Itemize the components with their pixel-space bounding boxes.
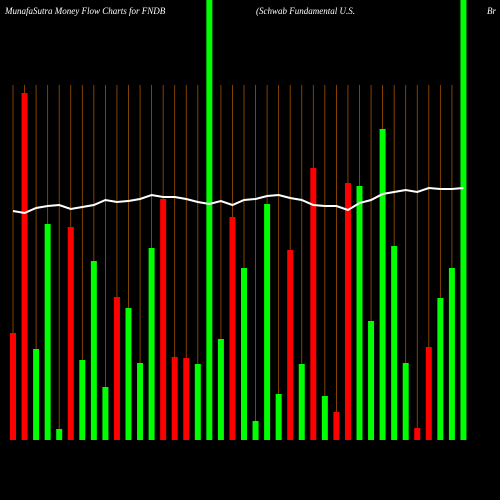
bar — [125, 308, 132, 440]
bar — [217, 339, 224, 440]
chart-title: MunafaSutra Money Flow Charts for FNDB — [4, 6, 166, 16]
bar — [90, 261, 97, 440]
bar — [344, 183, 351, 440]
bar — [113, 297, 120, 440]
chart-title-right: Br — [487, 6, 496, 16]
bar — [333, 412, 340, 440]
bar — [21, 93, 28, 440]
bar — [241, 268, 247, 440]
bar — [171, 357, 178, 440]
bar — [298, 364, 305, 440]
bar — [264, 204, 271, 440]
bar — [368, 321, 375, 440]
bar — [67, 227, 74, 440]
bar — [391, 246, 398, 440]
bar — [183, 358, 190, 440]
bar — [321, 396, 328, 440]
money-flow-line — [12, 186, 464, 215]
bar — [460, 0, 467, 440]
bar — [252, 421, 259, 440]
bar — [310, 168, 317, 440]
bar — [356, 186, 363, 440]
bar — [79, 360, 86, 440]
bar — [10, 333, 16, 440]
bar — [275, 394, 282, 440]
bar — [33, 349, 40, 440]
bar — [102, 387, 109, 440]
bar — [56, 429, 63, 440]
bar — [148, 248, 155, 440]
bar — [402, 363, 409, 440]
chart-subtitle: (Schwab Fundamental U.S. — [256, 6, 355, 16]
bar — [160, 199, 167, 440]
bar — [379, 129, 386, 440]
bar — [437, 298, 444, 440]
bar — [414, 428, 421, 440]
bar — [287, 250, 294, 440]
bar — [44, 224, 51, 440]
bar — [194, 364, 201, 440]
bar — [137, 363, 144, 440]
bar — [229, 217, 236, 440]
bar — [425, 347, 432, 440]
bar — [206, 0, 213, 440]
bar — [448, 268, 455, 440]
